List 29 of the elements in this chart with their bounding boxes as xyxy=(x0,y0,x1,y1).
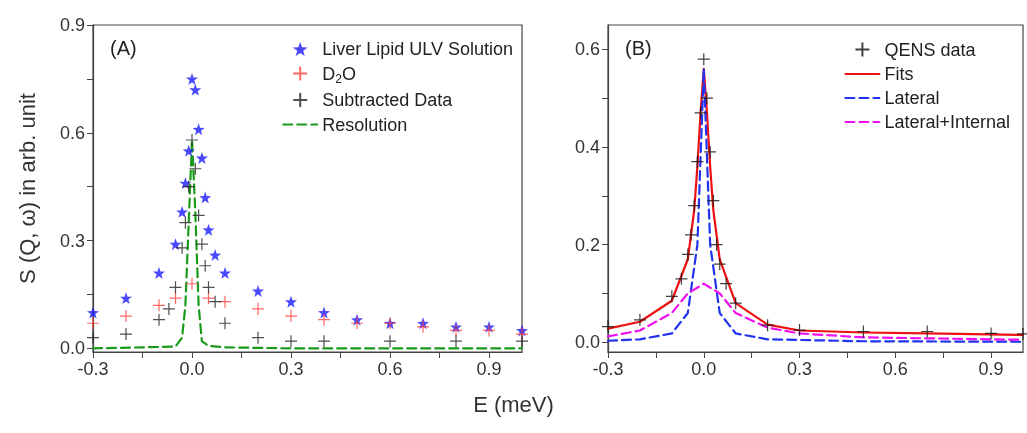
legend-label: QENS data xyxy=(884,39,977,60)
y-tick-label: 0.6 xyxy=(574,39,600,60)
y-tick-label: 0.2 xyxy=(574,234,600,255)
x-tick-label: 0.3 xyxy=(787,359,813,379)
x-tick-label: 0.9 xyxy=(476,359,502,379)
x-tick-label: 0.9 xyxy=(978,359,1004,379)
y-tick-label: 0.4 xyxy=(574,137,600,158)
y-tick-label: 0.9 xyxy=(59,15,85,35)
x-tick-label: 0.0 xyxy=(691,359,717,379)
y-tick-label: 0.0 xyxy=(574,332,600,353)
x-axis-title: E (meV) xyxy=(472,392,555,418)
y-tick-label: 0.6 xyxy=(59,122,85,143)
y-tick-label: 0.0 xyxy=(59,338,85,359)
legend-label: Resolution xyxy=(322,114,408,135)
y-axis-title: S (Q, ω) in arb. unit xyxy=(14,93,40,284)
legend-label: Liver Lipid ULV Solution xyxy=(322,39,514,59)
legend-label: Subtracted Data xyxy=(322,90,454,110)
y-tick-label: 0.3 xyxy=(59,230,85,251)
legend-label: Lateral+Internal xyxy=(884,112,1011,132)
text: (A) xyxy=(110,37,137,59)
x-tick-label: 0.0 xyxy=(179,359,205,379)
legend-label: Lateral xyxy=(884,88,940,108)
x-tick-label: -0.3 xyxy=(77,359,109,379)
x-tick-label: 0.6 xyxy=(377,359,403,379)
x-tick-label: 0.6 xyxy=(882,359,908,379)
text: (B) xyxy=(625,37,652,59)
x-tick-label: -0.3 xyxy=(592,359,624,379)
x-tick-label: 0.3 xyxy=(278,359,304,379)
legend-label: Fits xyxy=(884,64,914,84)
